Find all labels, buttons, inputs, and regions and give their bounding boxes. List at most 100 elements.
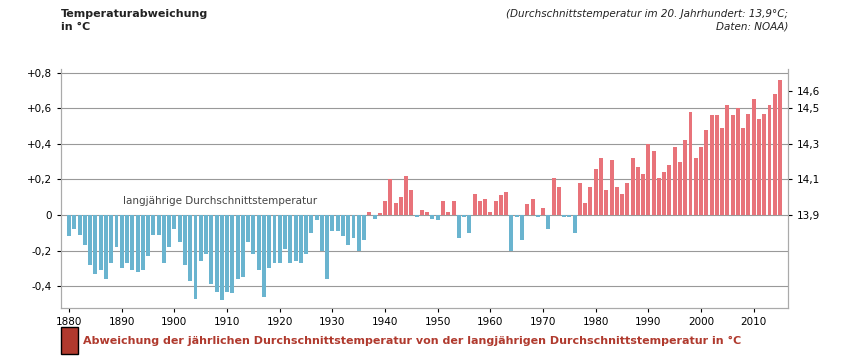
Bar: [662, 173, 666, 215]
Bar: [394, 203, 398, 215]
Bar: [372, 215, 377, 219]
Bar: [568, 215, 571, 217]
Bar: [246, 215, 250, 242]
Bar: [399, 197, 403, 215]
Bar: [499, 195, 503, 215]
Bar: [388, 179, 393, 215]
Bar: [362, 215, 366, 240]
Bar: [120, 215, 124, 268]
Bar: [257, 215, 261, 270]
Bar: [746, 114, 751, 215]
Bar: [441, 201, 445, 215]
Bar: [115, 215, 118, 247]
Bar: [225, 215, 229, 292]
Bar: [146, 215, 150, 256]
Bar: [173, 215, 177, 229]
Bar: [609, 160, 614, 215]
Bar: [557, 187, 561, 215]
Bar: [252, 215, 255, 254]
Bar: [525, 204, 530, 215]
Bar: [410, 190, 413, 215]
Bar: [678, 162, 682, 215]
Bar: [762, 114, 766, 215]
Bar: [188, 215, 192, 281]
Bar: [304, 215, 308, 254]
Bar: [725, 105, 729, 215]
Bar: [520, 215, 524, 240]
Bar: [489, 211, 492, 215]
Bar: [235, 215, 240, 279]
Bar: [683, 141, 688, 215]
Bar: [536, 215, 540, 217]
Bar: [420, 210, 424, 215]
Bar: [594, 169, 598, 215]
Bar: [151, 215, 156, 235]
Bar: [230, 215, 235, 293]
Bar: [209, 215, 213, 284]
Bar: [141, 215, 144, 270]
Bar: [383, 201, 387, 215]
Bar: [715, 115, 719, 215]
Text: langjährige Durchschnittstemperatur: langjährige Durchschnittstemperatur: [123, 195, 317, 206]
Bar: [530, 199, 535, 215]
Bar: [494, 201, 497, 215]
Bar: [314, 215, 319, 220]
Bar: [331, 215, 334, 231]
Bar: [641, 174, 645, 215]
Bar: [415, 215, 419, 217]
Bar: [504, 192, 508, 215]
Bar: [483, 199, 487, 215]
Bar: [130, 215, 134, 270]
Bar: [773, 94, 777, 215]
Bar: [430, 215, 434, 219]
Bar: [352, 215, 355, 238]
Bar: [515, 215, 518, 217]
Bar: [167, 215, 171, 247]
Bar: [604, 190, 609, 215]
Bar: [462, 215, 466, 217]
Bar: [583, 203, 587, 215]
Bar: [631, 158, 635, 215]
Bar: [94, 215, 98, 274]
Bar: [262, 215, 266, 297]
Bar: [136, 215, 139, 272]
Bar: [183, 215, 187, 265]
Bar: [162, 215, 166, 263]
Text: in °C: in °C: [61, 22, 90, 32]
Bar: [451, 201, 456, 215]
Bar: [288, 215, 292, 263]
Bar: [547, 215, 550, 229]
Bar: [283, 215, 287, 249]
Bar: [178, 215, 182, 242]
Bar: [378, 213, 382, 215]
Bar: [736, 108, 740, 215]
Bar: [778, 80, 782, 215]
Bar: [77, 215, 82, 235]
Bar: [204, 215, 208, 254]
Bar: [751, 99, 756, 215]
Bar: [326, 215, 329, 279]
Bar: [220, 215, 224, 300]
Bar: [88, 215, 92, 265]
Bar: [768, 105, 772, 215]
Bar: [425, 211, 429, 215]
Bar: [156, 215, 161, 235]
Bar: [573, 215, 576, 233]
Bar: [615, 187, 619, 215]
Bar: [468, 215, 471, 233]
Bar: [626, 183, 629, 215]
Bar: [478, 201, 482, 215]
Bar: [552, 178, 556, 215]
Bar: [720, 128, 724, 215]
Bar: [267, 215, 271, 268]
Bar: [104, 215, 108, 279]
Bar: [357, 215, 360, 251]
Bar: [446, 211, 450, 215]
Bar: [273, 215, 276, 263]
Bar: [562, 215, 566, 217]
Bar: [404, 176, 408, 215]
Bar: [436, 215, 439, 220]
Bar: [473, 194, 477, 215]
Bar: [652, 151, 655, 215]
Text: Abweichung der jährlichen Durchschnittstemperatur von der langjährigen Durchschn: Abweichung der jährlichen Durchschnittst…: [83, 336, 741, 346]
